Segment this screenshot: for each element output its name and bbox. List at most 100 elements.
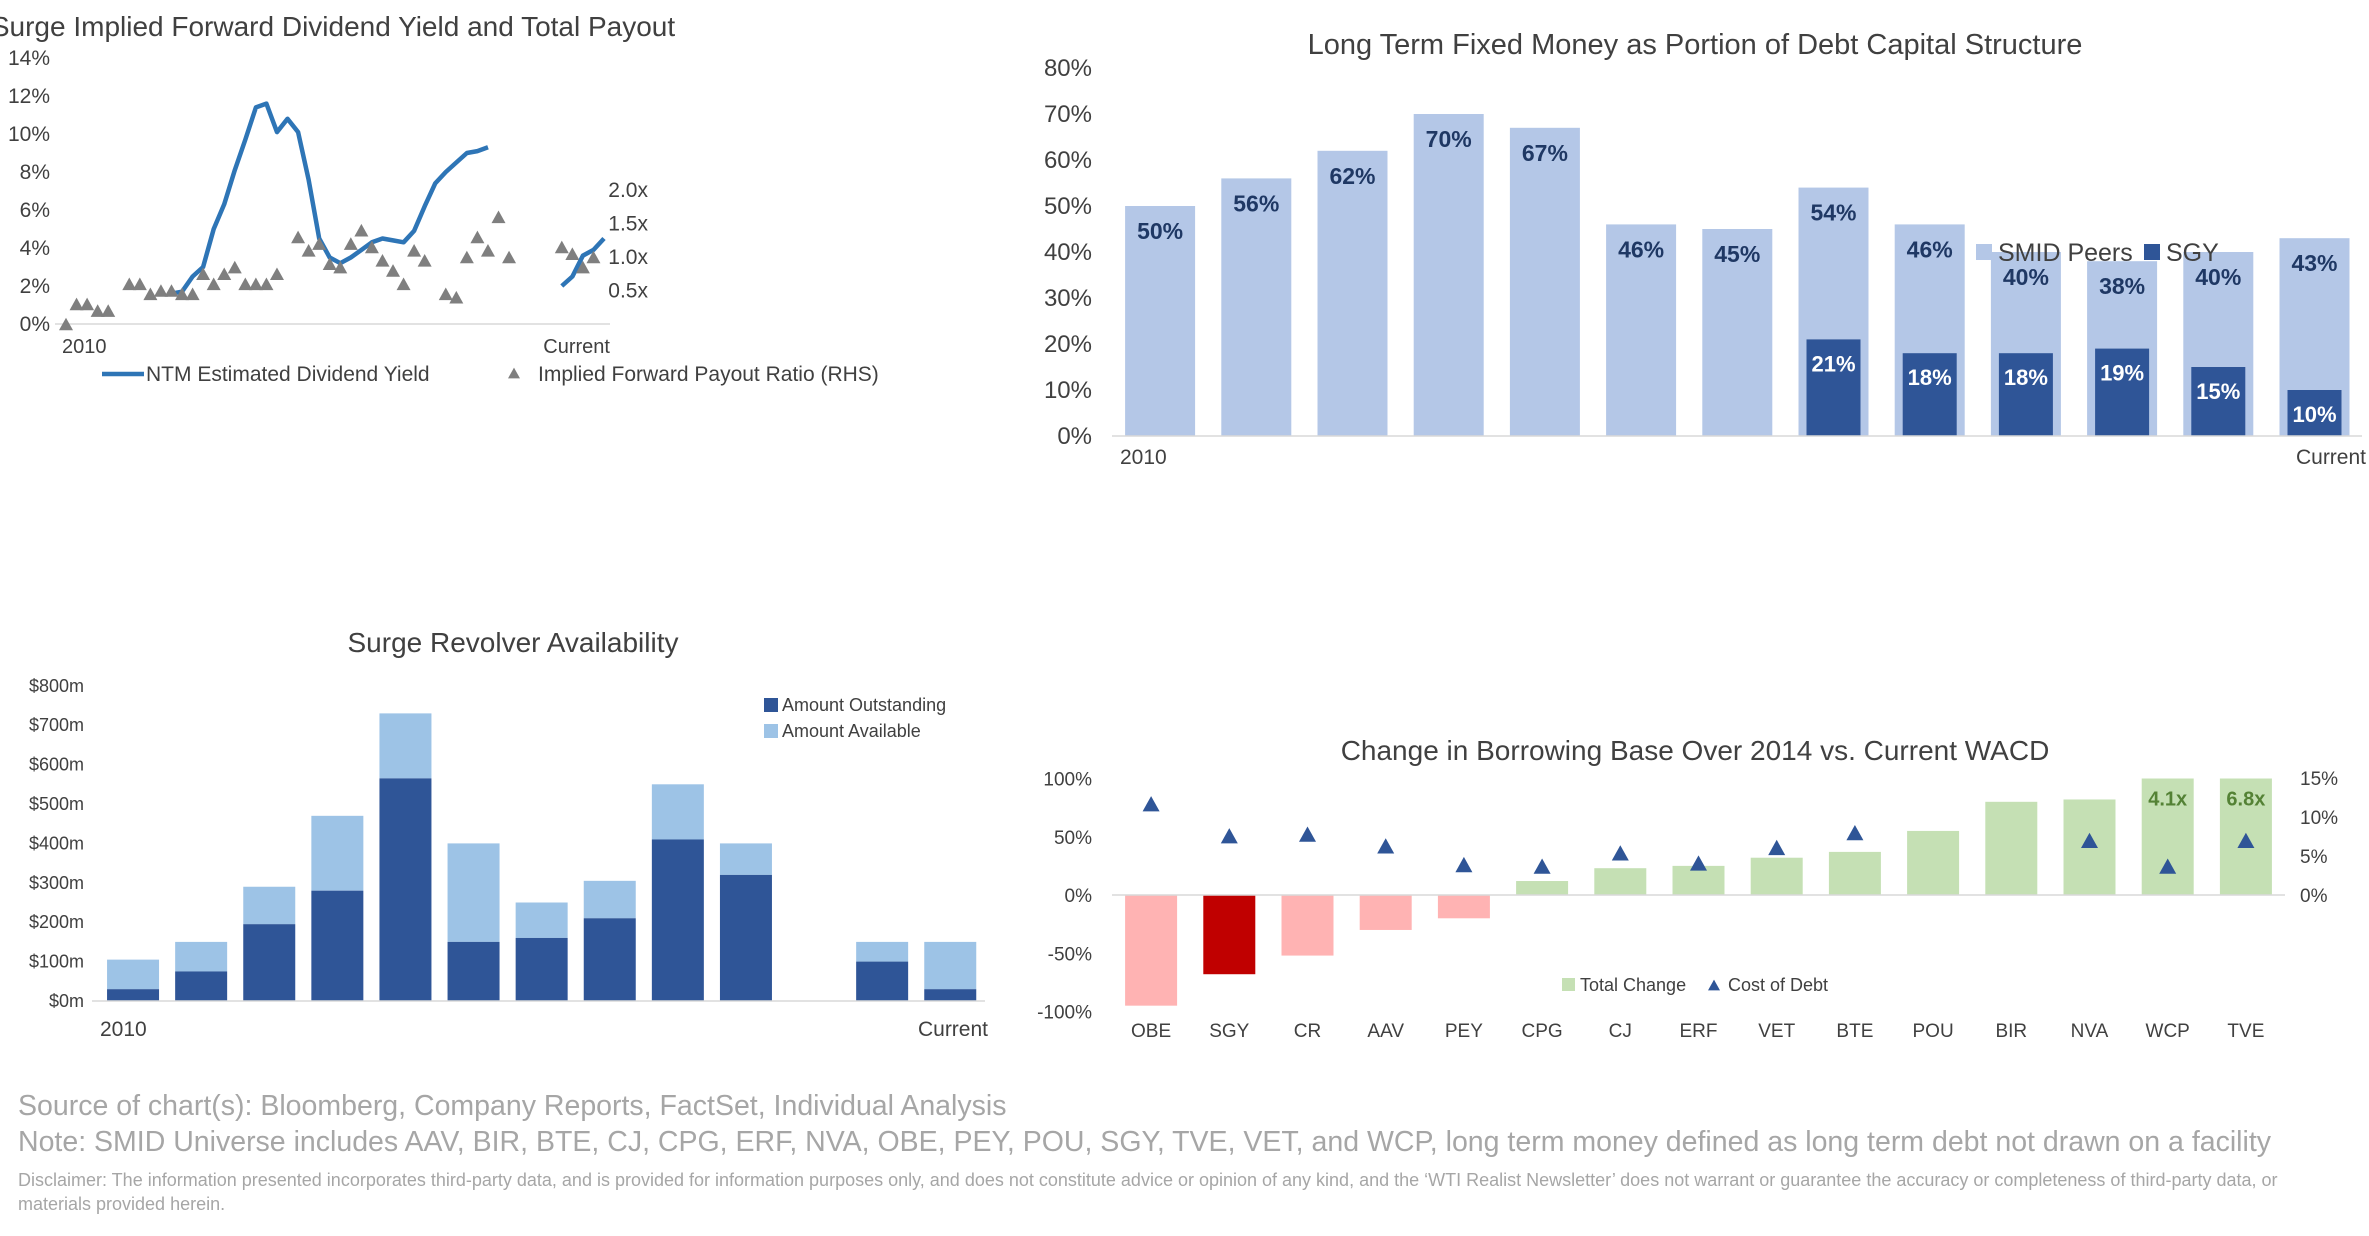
amount-outstanding-bar <box>651 839 704 1001</box>
borrowing-base-chart: Change in Borrowing Base Over 2014 vs. C… <box>1037 735 2338 1042</box>
payout-ratio-marker <box>227 260 242 274</box>
y-tick-label: $700m <box>29 715 84 735</box>
y-left-tick-label: 10% <box>8 123 50 146</box>
payout-ratio-marker <box>575 260 590 274</box>
payout-ratio-marker <box>386 264 401 277</box>
y-left-tick-label: 6% <box>20 199 50 222</box>
y-tick-label: 0% <box>1057 423 1092 450</box>
y-tick-label: 50% <box>1044 193 1092 220</box>
payout-ratio-marker <box>491 210 506 224</box>
y-left-tick-label: 8% <box>20 161 50 184</box>
y-left-tick-label: 14% <box>8 47 50 70</box>
x-tick-label: Current <box>543 336 610 358</box>
x-tick-label: Current <box>2296 446 2366 469</box>
cost-of-debt-marker <box>1142 796 1160 812</box>
cost-of-debt-marker <box>1455 856 1473 873</box>
y-tick-label: 80% <box>1044 55 1092 82</box>
category-label: WCP <box>2146 1021 2190 1042</box>
y-right-tick-label: 5% <box>2300 847 2328 868</box>
category-label: AAV <box>1367 1021 1404 1042</box>
payout-ratio-marker <box>502 250 517 264</box>
smid-peers-label: 50% <box>1137 218 1183 244</box>
y-right-tick-label: 2.0x <box>608 179 648 202</box>
amount-available-bar <box>515 902 568 938</box>
y-right-tick-label: 0.5x <box>608 280 648 303</box>
payout-ratio-marker <box>407 244 422 257</box>
legend-available-swatch <box>764 724 778 738</box>
total-change-bar <box>1437 895 1490 919</box>
amount-available-bar <box>447 843 500 942</box>
amount-outstanding-bar <box>515 937 568 1001</box>
cost-of-debt-marker <box>1377 838 1395 854</box>
cost-of-debt-marker <box>1220 828 1238 844</box>
cost-of-debt-marker <box>1299 826 1316 842</box>
total-change-bar <box>1907 830 1960 895</box>
smid-peers-bar <box>1606 224 1677 436</box>
y-right-tick-label: 0% <box>2300 886 2328 907</box>
legend-sgy-label: SGY <box>2166 239 2219 267</box>
y-right-tick-label: 10% <box>2300 808 2338 829</box>
total-change-bar <box>1985 801 2038 895</box>
y-right-tick-label: 1.5x <box>608 213 648 236</box>
payout-ratio-marker <box>343 237 358 250</box>
smid-peers-label: 54% <box>1810 200 1856 226</box>
chart-title: Change in Borrowing Base Over 2014 vs. C… <box>1341 735 2050 766</box>
amount-outstanding-bar <box>175 971 228 1001</box>
total-change-label: 4.1x <box>2148 789 2187 811</box>
payout-ratio-marker <box>185 287 200 301</box>
total-change-bar <box>1125 895 1178 1006</box>
legend-smid-label: SMID Peers <box>1998 239 2133 267</box>
payout-ratio-marker <box>238 277 253 291</box>
long-term-money-chart: Long Term Fixed Money as Portion of Debt… <box>1044 29 2366 469</box>
dividend-yield-line <box>560 236 606 288</box>
cost-of-debt-marker <box>2159 858 2177 874</box>
smid-peers-label: 70% <box>1426 126 1472 152</box>
payout-ratio-marker <box>175 287 190 301</box>
payout-ratio-marker <box>196 267 211 281</box>
total-change-bar <box>1828 851 1881 895</box>
y-tick-label: $500m <box>29 794 84 814</box>
amount-available-bar <box>243 886 296 925</box>
payout-ratio-marker <box>248 277 263 291</box>
smid-peers-label: 38% <box>2099 273 2145 299</box>
y-tick-label: $400m <box>29 833 84 853</box>
legend-available-label: Amount Available <box>782 721 921 741</box>
smid-peers-bar <box>1702 229 1773 436</box>
x-tick-label: 2010 <box>100 1018 147 1041</box>
universe-note: Note: SMID Universe includes AAV, BIR, B… <box>18 1126 2272 1158</box>
payout-ratio-marker <box>459 250 474 264</box>
category-label: VET <box>1758 1021 1795 1042</box>
payout-ratio-marker <box>153 284 168 297</box>
payout-ratio-marker <box>322 257 337 270</box>
category-label: SGY <box>1209 1021 1249 1042</box>
smid-peers-label: 67% <box>1522 140 1568 166</box>
amount-available-bar <box>379 713 432 779</box>
total-change-label: 6.8x <box>2226 789 2265 811</box>
payout-ratio-marker <box>449 290 464 304</box>
y-tick-label: 40% <box>1044 239 1092 266</box>
category-label: OBE <box>1131 1021 1171 1042</box>
sgy-label: 18% <box>2004 365 2048 390</box>
category-label: CR <box>1294 1021 1321 1042</box>
payout-ratio-marker <box>269 267 284 281</box>
y-tick-label: $200m <box>29 912 84 932</box>
category-label: CJ <box>1609 1021 1632 1042</box>
payout-ratio-marker <box>470 230 485 244</box>
category-label: NVA <box>2071 1021 2109 1042</box>
cost-of-debt-marker <box>1846 824 1864 841</box>
payout-ratio-marker <box>364 240 379 254</box>
payout-ratio-marker <box>480 244 495 257</box>
category-label: POU <box>1913 1021 1954 1042</box>
y-left-tick-label: 4% <box>20 237 50 260</box>
x-tick-label: 2010 <box>62 336 107 358</box>
x-tick-label: 2010 <box>1120 446 1167 469</box>
payout-ratio-marker <box>80 297 95 311</box>
cost-of-debt-marker <box>1690 855 1707 871</box>
y-tick-label: 30% <box>1044 285 1092 312</box>
amount-outstanding-bar <box>107 989 160 1001</box>
payout-ratio-marker <box>333 260 348 274</box>
total-change-bar <box>1594 868 1647 895</box>
y-left-tick-label: 0% <box>20 313 50 336</box>
legend-yield-label: NTM Estimated Dividend Yield <box>146 363 430 386</box>
amount-available-bar <box>583 880 636 919</box>
